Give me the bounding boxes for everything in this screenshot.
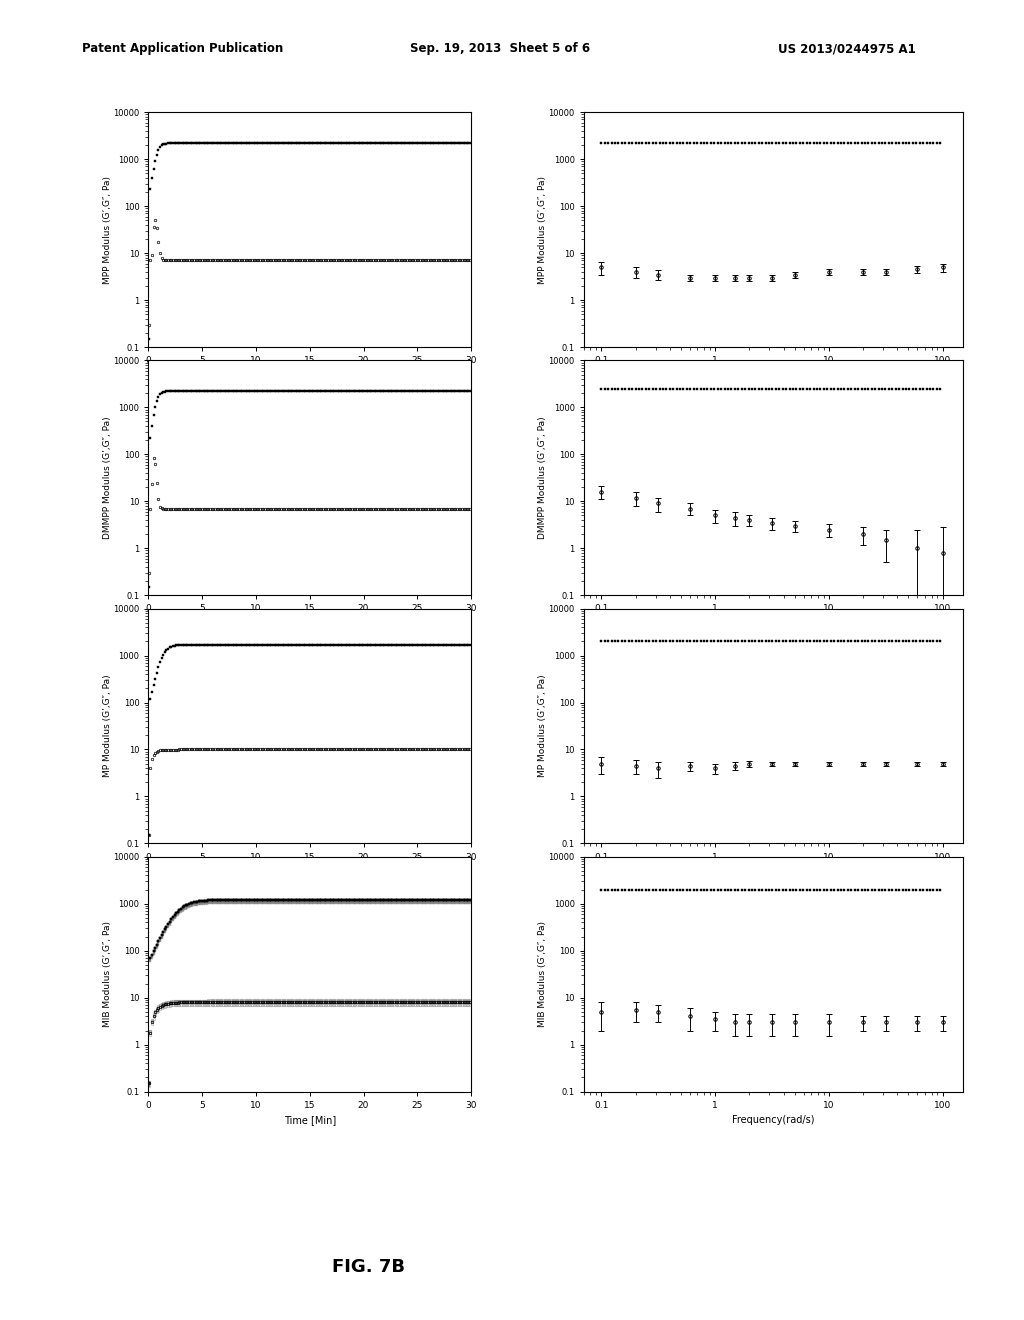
Text: Sep. 19, 2013  Sheet 5 of 6: Sep. 19, 2013 Sheet 5 of 6: [410, 42, 590, 55]
Y-axis label: MP Modulus (G’,G″, Pa): MP Modulus (G’,G″, Pa): [538, 675, 547, 777]
X-axis label: Time [Min]: Time [Min]: [284, 1115, 336, 1125]
Text: Patent Application Publication: Patent Application Publication: [82, 42, 284, 55]
X-axis label: Frequency(rad/s): Frequency(rad/s): [732, 867, 814, 876]
Y-axis label: MPP Modulus (G’,G″, Pa): MPP Modulus (G’,G″, Pa): [538, 176, 547, 284]
Text: US 2013/0244975 A1: US 2013/0244975 A1: [778, 42, 916, 55]
Y-axis label: DMMPP Modulus (G’,G″, Pa): DMMPP Modulus (G’,G″, Pa): [102, 417, 112, 539]
X-axis label: Time [Min]: Time [Min]: [284, 371, 336, 380]
Y-axis label: MIB Modulus (G’,G″, Pa): MIB Modulus (G’,G″, Pa): [538, 921, 547, 1027]
X-axis label: Frequency(rad/s): Frequency(rad/s): [732, 1115, 814, 1125]
Y-axis label: MP Modulus (G’,G″, Pa): MP Modulus (G’,G″, Pa): [102, 675, 112, 777]
Text: FIG. 7B: FIG. 7B: [332, 1258, 406, 1276]
X-axis label: Time [Min]: Time [Min]: [284, 619, 336, 628]
X-axis label: Frequency(rad/s): Frequency(rad/s): [732, 371, 814, 380]
Y-axis label: MIB Modulus (G’,G″, Pa): MIB Modulus (G’,G″, Pa): [102, 921, 112, 1027]
X-axis label: Time [Min]: Time [Min]: [284, 867, 336, 876]
X-axis label: Frequency(rad/s): Frequency(rad/s): [732, 619, 814, 628]
Y-axis label: DMMPP Modulus (G’,G″, Pa): DMMPP Modulus (G’,G″, Pa): [538, 417, 547, 539]
Y-axis label: MPP Modulus (G’,G″, Pa): MPP Modulus (G’,G″, Pa): [102, 176, 112, 284]
